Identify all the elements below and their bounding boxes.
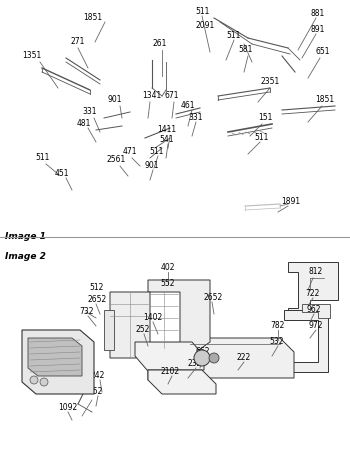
Polygon shape	[302, 304, 330, 318]
Text: 532: 532	[270, 337, 284, 347]
Text: 2351: 2351	[260, 77, 280, 87]
Text: 732: 732	[80, 308, 94, 317]
Text: 581: 581	[239, 45, 253, 54]
Polygon shape	[148, 280, 210, 380]
Text: 2652: 2652	[88, 295, 107, 304]
Text: 901: 901	[145, 160, 159, 169]
Text: 782: 782	[271, 322, 285, 331]
Text: 1402: 1402	[144, 313, 163, 323]
Text: 1891: 1891	[281, 198, 301, 207]
Text: Image 1: Image 1	[5, 232, 46, 241]
Text: 881: 881	[311, 10, 325, 19]
Text: 402: 402	[161, 262, 175, 271]
Text: Image 2: Image 2	[5, 252, 46, 261]
Text: 151: 151	[258, 114, 272, 122]
Text: 512: 512	[90, 284, 104, 293]
Text: 722: 722	[306, 289, 320, 299]
Text: 541: 541	[160, 135, 174, 145]
Polygon shape	[22, 330, 94, 394]
Text: 222: 222	[237, 353, 251, 362]
Text: 812: 812	[309, 268, 323, 276]
Text: 901: 901	[108, 96, 122, 105]
Text: 1382: 1382	[28, 356, 48, 365]
Text: 511: 511	[36, 154, 50, 163]
Text: 1392: 1392	[33, 367, 52, 376]
Text: 481: 481	[77, 120, 91, 129]
Polygon shape	[135, 342, 204, 370]
Polygon shape	[284, 310, 328, 372]
Text: 511: 511	[255, 134, 269, 143]
Polygon shape	[148, 370, 216, 394]
Text: 2652: 2652	[203, 294, 223, 303]
Text: 451: 451	[55, 169, 69, 178]
Polygon shape	[110, 292, 150, 358]
Polygon shape	[190, 338, 294, 378]
Text: 252: 252	[89, 387, 103, 396]
Text: 511: 511	[227, 32, 241, 40]
Text: 962: 962	[307, 305, 321, 314]
Text: 331: 331	[83, 107, 97, 116]
Text: 331: 331	[189, 114, 203, 122]
Text: 252: 252	[136, 326, 150, 334]
Text: 461: 461	[181, 101, 195, 111]
Text: 271: 271	[71, 38, 85, 47]
Text: 1411: 1411	[158, 125, 176, 135]
Polygon shape	[288, 262, 338, 318]
Text: 2102: 2102	[160, 367, 180, 376]
Text: 2561: 2561	[106, 155, 126, 164]
Text: 662: 662	[196, 347, 210, 357]
Text: 242: 242	[91, 371, 105, 381]
Text: 552: 552	[161, 280, 175, 289]
Text: 1851: 1851	[83, 14, 103, 23]
Text: 1092: 1092	[58, 404, 78, 413]
Circle shape	[40, 378, 48, 386]
Text: 511: 511	[196, 8, 210, 16]
Text: 972: 972	[309, 322, 323, 331]
Text: 2091: 2091	[195, 21, 215, 30]
Text: 1851: 1851	[315, 96, 335, 105]
Polygon shape	[28, 338, 82, 376]
Polygon shape	[104, 310, 114, 350]
Text: 1341: 1341	[142, 92, 162, 101]
Circle shape	[30, 376, 38, 384]
Text: 471: 471	[123, 148, 137, 156]
Text: 671: 671	[165, 92, 179, 101]
Text: 232: 232	[188, 360, 202, 368]
Text: 651: 651	[316, 48, 330, 57]
Circle shape	[194, 350, 210, 366]
Circle shape	[209, 353, 219, 363]
Text: 261: 261	[153, 39, 167, 48]
Text: 891: 891	[311, 25, 325, 34]
Text: 1351: 1351	[22, 52, 42, 61]
Text: 511: 511	[150, 148, 164, 156]
